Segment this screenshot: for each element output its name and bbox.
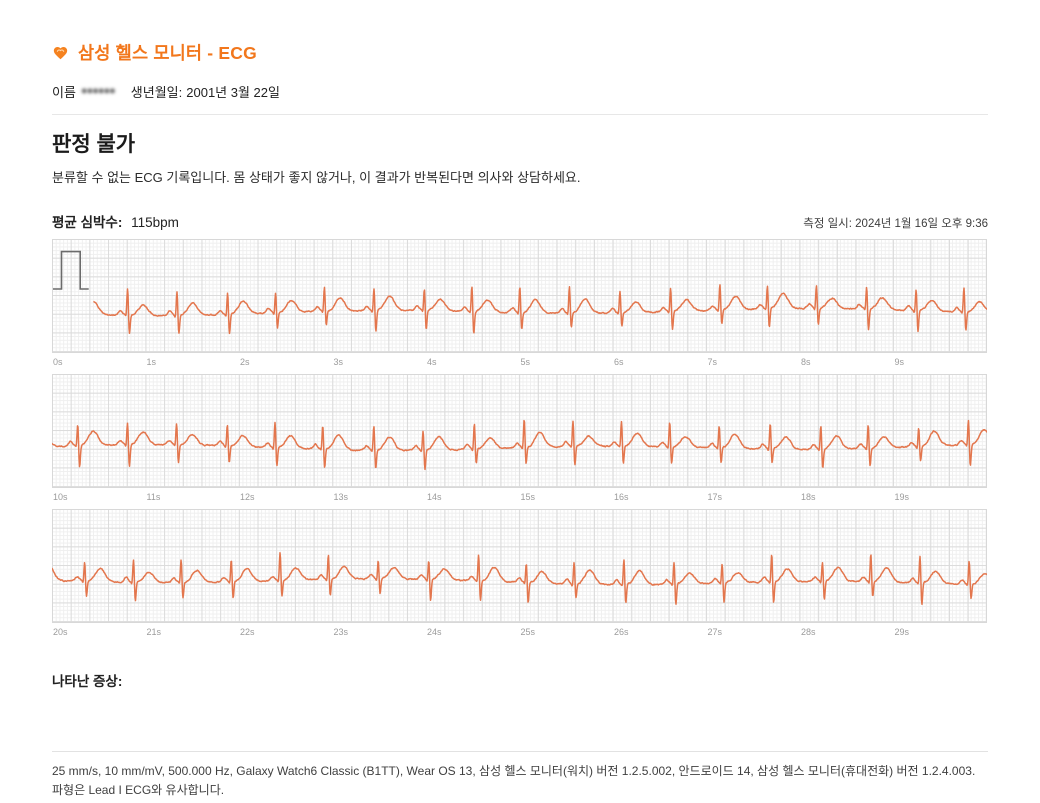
tick-label: 25s (520, 627, 536, 637)
average-heart-rate: 평균 심박수: 115bpm (52, 211, 179, 231)
ecg-strip: 0s 1s 2s 3s 4s 5s 6s 7s 8s 9s (52, 239, 988, 374)
heart-rate-label: 평균 심박수: (52, 215, 123, 230)
tick-label: 4s (427, 357, 437, 367)
tick-label: 24s (427, 627, 442, 637)
tick-label: 7s (707, 357, 718, 367)
page-title: 삼성 헬스 모니터 - ECG (78, 43, 257, 63)
app-title: 삼성 헬스 모니터 - ECG (52, 40, 988, 65)
ecg-grid (52, 239, 987, 353)
ecg-trace (52, 552, 987, 606)
footer-divider (52, 751, 988, 752)
tick-label: 16s (614, 492, 629, 502)
tick-label: 21s (146, 627, 162, 637)
ecg-trace-svg (52, 419, 987, 471)
tick-label: 13s (333, 492, 349, 502)
ecg-grid (52, 509, 987, 623)
birthdate-label: 생년월일: (130, 85, 183, 100)
heart-icon (53, 46, 68, 59)
tick-label: 20s (53, 627, 68, 637)
ecg-strip: 20s 21s 22s 23s 24s 25s 26s 27s 28s 29s (52, 509, 988, 644)
ecg-tick-row: 0s 1s 2s 3s 4s 5s 6s 7s 8s 9s (52, 353, 987, 374)
result-title: 판정 불가 (52, 133, 136, 156)
tick-label: 2s (240, 357, 250, 367)
ecg-strips: 0s 1s 2s 3s 4s 5s 6s 7s 8s 9s 10s 11s 12s 13s 14s 15s 16… (52, 239, 988, 644)
tick-label: 14s (427, 492, 442, 502)
heart-rate-value: 115bpm (131, 215, 179, 230)
tick-label: 8s (801, 357, 811, 367)
tick-label: 0s (53, 357, 63, 367)
header-divider (52, 114, 988, 115)
tick-label: 19s (894, 492, 910, 502)
device-info-footer: 25 mm/s, 10 mm/mV, 500.000 Hz, Galaxy Wa… (52, 764, 976, 797)
ecg-trace (93, 284, 987, 335)
ecg-trace-svg (52, 552, 987, 606)
tick-label: 29s (894, 627, 910, 637)
symptoms-label: 나타난 증상: (52, 674, 123, 689)
ecg-trace (52, 419, 987, 471)
calibration-pulse (53, 250, 89, 290)
tick-label: 17s (707, 492, 723, 502)
tick-label: 11s (146, 492, 161, 502)
measurement-row: 평균 심박수: 115bpm 측정 일시: 2024년 1월 16일 오후 9:… (52, 211, 988, 231)
measured-datetime: 측정 일시: 2024년 1월 16일 오후 9:36 (803, 218, 988, 230)
tick-label: 15s (520, 492, 536, 502)
result-description: 분류할 수 없는 ECG 기록입니다. 몸 상태가 좋지 않거나, 이 결과가 … (52, 170, 581, 185)
tick-label: 12s (240, 492, 255, 502)
tick-label: 26s (614, 627, 629, 637)
tick-label: 10s (53, 492, 68, 502)
name-label: 이름 (52, 85, 76, 100)
tick-label: 3s (333, 357, 344, 367)
tick-label: 27s (707, 627, 723, 637)
ecg-strip: 10s 11s 12s 13s 14s 15s 16s 17s 18s 19s (52, 374, 988, 509)
ecg-tick-row: 10s 11s 12s 13s 14s 15s 16s 17s 18s 19s (52, 488, 987, 509)
tick-label: 18s (801, 492, 816, 502)
birthdate-value: 2001년 3월 22일 (186, 85, 280, 100)
tick-label: 28s (801, 627, 816, 637)
patient-info-row: 이름 ●●●●●● 생년월일: 2001년 3월 22일 (52, 82, 988, 101)
ecg-trace-svg (53, 250, 987, 335)
ecg-tick-row: 20s 21s 22s 23s 24s 25s 26s 27s 28s 29s (52, 623, 987, 644)
tick-label: 5s (520, 357, 531, 367)
tick-label: 1s (146, 357, 157, 367)
tick-label: 23s (333, 627, 349, 637)
tick-label: 9s (894, 357, 905, 367)
tick-label: 22s (240, 627, 255, 637)
tick-label: 6s (614, 357, 624, 367)
ecg-grid (52, 374, 987, 488)
name-redacted-value: ●●●●●● (80, 84, 116, 97)
